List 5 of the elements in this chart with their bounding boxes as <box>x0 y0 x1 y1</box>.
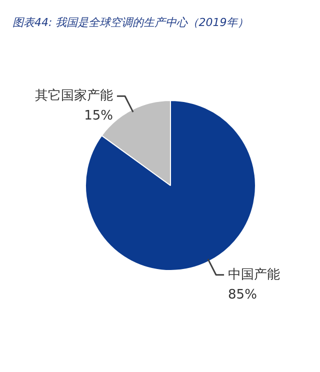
slice-label: 中国产能 <box>228 267 280 282</box>
data-label: 15% <box>84 108 113 124</box>
chart-title: 图表44: 我国是全球空调的生产中心（2019年） <box>12 16 249 29</box>
slice-label: 其它国家产能 <box>34 88 113 104</box>
data-label: 85% <box>228 287 257 302</box>
